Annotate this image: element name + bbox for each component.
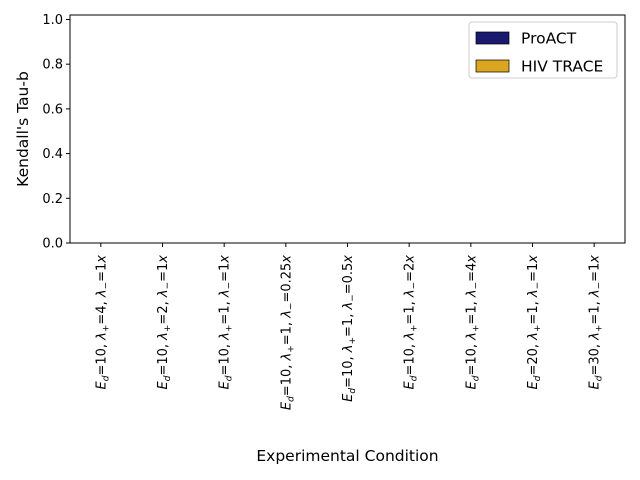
y-axis: 0.0 0.2 0.4 0.6 0.8 1.0 (42, 13, 70, 252)
y-tick-label: 0.6 (42, 102, 63, 117)
y-tick-label: 0.0 (42, 237, 63, 252)
x-axis: Ed=10, λ+=4, λ−=1x Ed=10, λ+=2, λ−=1x Ed=1… (94, 243, 605, 410)
legend-swatch (475, 59, 510, 73)
legend-swatch (475, 31, 510, 45)
x-tick-label: Ed=10, λ+=1, λ−=0.25x (279, 255, 296, 410)
y-tick-label: 0.4 (42, 147, 63, 162)
x-tick-label: Ed=10, λ+=1, λ−=0.5x (341, 255, 358, 402)
x-axis-label: Experimental Condition (256, 447, 438, 465)
y-axis-label: Kendall's Tau-b (14, 71, 32, 187)
y-tick-label: 1.0 (42, 13, 63, 28)
x-tick-label: Ed=30, λ+=1, λ−=1x (588, 255, 605, 390)
legend-label: HIV TRACE (521, 58, 603, 76)
x-tick-label: Ed=20, λ+=1, λ−=1x (526, 255, 543, 390)
x-tick-label: Ed=10, λ+=2, λ−=1x (156, 255, 173, 390)
x-tick-label: Ed=10, λ+=1, λ−=1x (218, 255, 235, 390)
y-tick-label: 0.8 (42, 58, 63, 73)
legend: ProACT HIV TRACE (468, 21, 618, 79)
y-tick-label: 0.2 (42, 192, 63, 207)
x-tick-label: Ed=10, λ+=1, λ−=4x (464, 255, 481, 390)
x-tick-label: Ed=10, λ+=1, λ−=2x (403, 255, 420, 390)
x-tick-label: Ed=10, λ+=4, λ−=1x (94, 255, 111, 390)
legend-label: ProACT (521, 30, 577, 48)
